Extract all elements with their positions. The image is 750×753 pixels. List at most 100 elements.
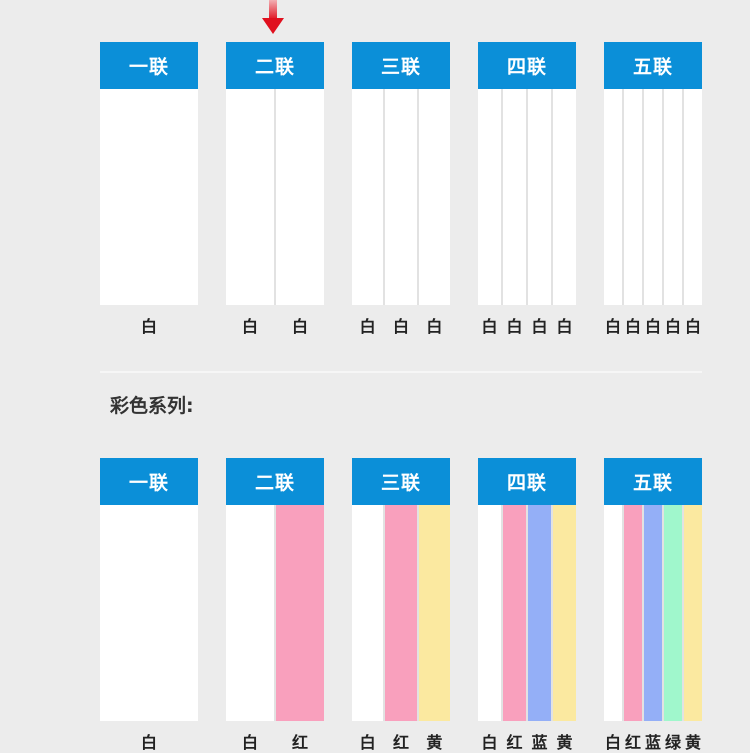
section-divider [100,371,702,373]
strip-label: 白 [604,733,621,752]
strip-labels: 白红蓝绿黄 [604,729,702,753]
strip-label: 白 [684,317,701,336]
paper-strip [644,505,662,721]
form-panel: 三联白红黄 [352,458,450,753]
form-panel: 五联白红蓝绿黄 [604,458,702,753]
strip-label: 白 [241,733,258,752]
strip-labels: 白 [100,313,198,337]
paper-strip [553,505,576,721]
panel-header: 五联 [604,42,702,89]
strip-label: 白 [291,317,308,336]
strip-label: 白 [392,317,409,336]
paper-strip [553,89,576,305]
strip-labels: 白红 [226,729,324,753]
strip-label: 白 [506,317,523,336]
form-panel: 一联白 [100,42,198,337]
panel-header: 三联 [352,42,450,89]
paper-strip [528,89,551,305]
panel-header: 一联 [100,42,198,89]
paper-strip [664,89,682,305]
form-panel: 四联白白白白 [478,42,576,337]
panel-header: 五联 [604,458,702,505]
strip-label: 红 [291,733,308,752]
paper-strip [478,89,501,305]
strip-label: 白 [556,317,573,336]
strip-label: 黄 [556,733,573,752]
paper-strip [385,89,417,305]
panel-strips [100,505,198,721]
strip-label: 白 [481,317,498,336]
panel-strips [352,89,450,305]
strip-label: 红 [392,733,409,752]
panel-strips [604,89,702,305]
form-panel: 三联白白白 [352,42,450,337]
strip-label: 白 [531,317,548,336]
strip-label: 白 [481,733,498,752]
panel-header: 四联 [478,458,576,505]
paper-strip [100,89,198,305]
strip-label: 白 [359,317,376,336]
strip-labels: 白白 [226,313,324,337]
paper-strip [624,505,642,721]
paper-strip [276,505,324,721]
form-panel: 一联白 [100,458,198,753]
panel-strips [226,505,324,721]
paper-strip [418,505,450,721]
form-panel: 四联白红蓝黄 [478,458,576,753]
panel-header: 三联 [352,458,450,505]
panel-header: 四联 [478,42,576,89]
strip-label: 红 [506,733,523,752]
panel-strips [352,505,450,721]
paper-strip [604,505,622,721]
strip-label: 白 [644,317,661,336]
strip-labels: 白白白 [352,313,450,337]
paper-strip [528,505,551,721]
strip-label: 白 [624,317,641,336]
red-arrow-down-icon [262,0,284,34]
strip-labels: 白 [100,729,198,753]
paper-strip [684,89,702,305]
paper-strip [226,505,274,721]
strip-label: 蓝 [531,733,548,752]
strip-label: 白 [359,733,376,752]
panel-strips [604,505,702,721]
paper-strip [226,89,274,305]
paper-strip [478,505,501,721]
paper-strip [664,505,682,721]
strip-labels: 白红黄 [352,729,450,753]
form-panel: 五联白白白白白 [604,42,702,337]
paper-strip [100,505,198,721]
paper-strip [624,89,642,305]
paper-strip [276,89,324,305]
paper-strip [503,505,526,721]
paper-strip [604,89,622,305]
strip-labels: 白白白白白 [604,313,702,337]
panel-strips [478,89,576,305]
strip-labels: 白红蓝黄 [478,729,576,753]
panel-header: 二联 [226,458,324,505]
strip-label: 红 [624,733,641,752]
paper-strip [418,89,450,305]
color-series-title: 彩色系列: [110,395,194,417]
paper-strip [352,505,384,721]
panel-header: 二联 [226,42,324,89]
strip-label: 白 [426,317,443,336]
paper-strip [385,505,417,721]
strip-label: 蓝 [644,733,661,752]
strip-label: 黄 [684,733,701,752]
paper-strip [644,89,662,305]
panel-strips [226,89,324,305]
paper-strip [352,89,384,305]
form-panel: 二联白红 [226,458,324,753]
panel-header: 一联 [100,458,198,505]
strip-label: 绿 [664,733,681,752]
strip-label: 白 [604,317,621,336]
panel-strips [100,89,198,305]
paper-strip [684,505,702,721]
form-panel: 二联白白 [226,42,324,337]
strip-label: 白 [140,317,157,336]
strip-labels: 白白白白 [478,313,576,337]
strip-label: 白 [664,317,681,336]
paper-strip [503,89,526,305]
strip-label: 白 [140,733,157,752]
